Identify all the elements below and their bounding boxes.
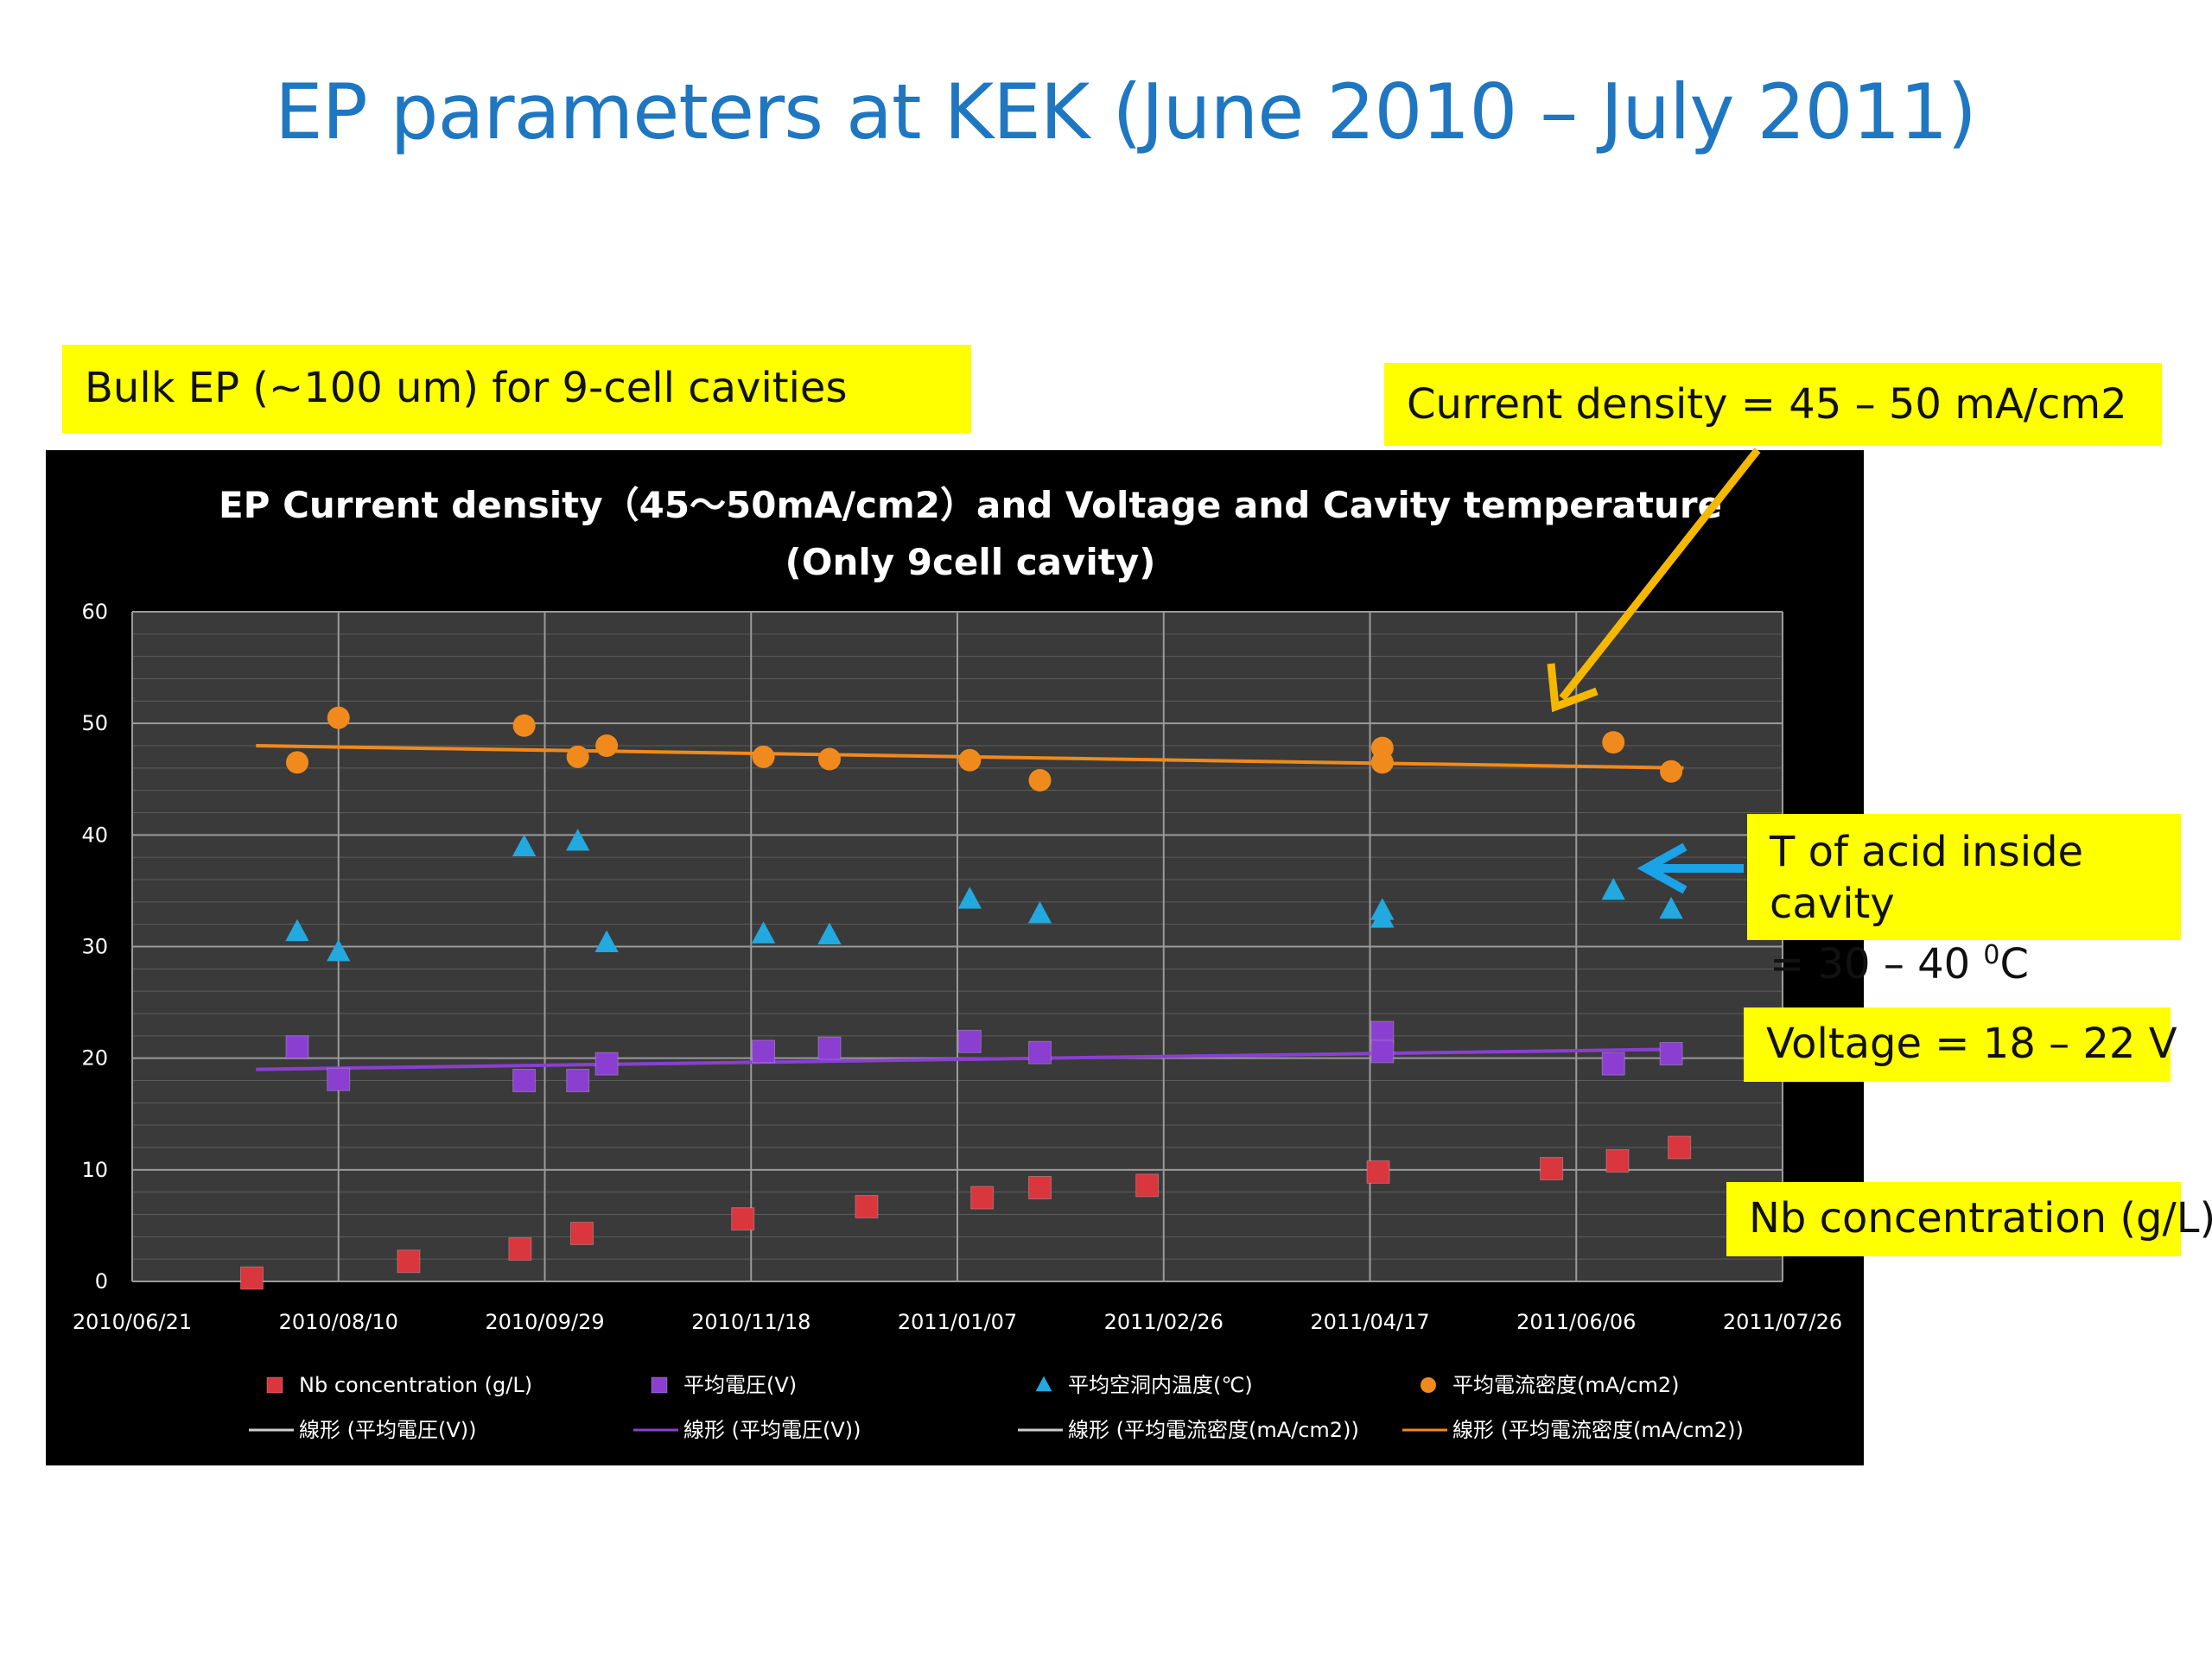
legend-marker — [1035, 1376, 1052, 1392]
current-density-point — [327, 706, 350, 729]
y-axis-tick-labels: 0 10 20 30 40 50 60 — [81, 600, 108, 1294]
y-tick-label: 20 — [81, 1046, 108, 1071]
current-density-point — [1660, 760, 1683, 783]
x-tick-label: 2010/06/21 — [73, 1310, 192, 1334]
current-density-point — [566, 745, 589, 768]
legend-entry-label: Nb concentration (g/L) — [299, 1373, 532, 1397]
voltage-point — [817, 1036, 842, 1060]
temperature-point — [285, 918, 309, 942]
current-density-point — [1370, 751, 1394, 774]
data-markers — [239, 706, 1692, 1290]
callout-temp-line2: = 30 – 40 0C — [1770, 930, 2158, 990]
callout-current-density: Current density = 45 – 50 mA/cm2 — [1384, 363, 2162, 446]
x-tick-label: 2011/01/07 — [898, 1310, 1017, 1334]
current-density-point — [752, 745, 775, 768]
legend-trendline-label: 線形 (平均電流密度(mA/cm2)) — [1068, 1418, 1359, 1442]
legend-marker — [651, 1376, 668, 1394]
y-tick-label: 60 — [81, 600, 108, 624]
callout-temp-range: = 30 – 40 — [1770, 940, 1984, 988]
voltage-point — [1370, 1039, 1395, 1064]
nb-concentration-point — [855, 1194, 879, 1218]
current-density-point — [1028, 769, 1052, 792]
y-tick-label: 50 — [81, 711, 108, 735]
voltage-point — [327, 1067, 351, 1091]
current-density-point — [958, 748, 982, 772]
y-tick-label: 30 — [81, 935, 108, 959]
voltage-point — [1028, 1040, 1052, 1065]
nb-concentration-point — [508, 1237, 532, 1262]
nb-concentration-point — [1605, 1149, 1630, 1173]
callout-temp-superscript: 0 — [1983, 940, 2000, 970]
slide-title: EP parameters at KEK (June 2010 – July 2… — [275, 67, 1977, 156]
nb-concentration-point — [239, 1266, 264, 1290]
legend-entry-label: 平均電圧(V) — [683, 1373, 797, 1397]
nb-concentration-point — [1135, 1173, 1160, 1198]
callout-nb-concentration: Nb concentration (g/L) — [1726, 1182, 2212, 1256]
legend-trendline-label: 線形 (平均電流密度(mA/cm2)) — [1452, 1418, 1744, 1442]
y-tick-label: 40 — [81, 823, 108, 847]
callout-voltage: Voltage = 18 – 22 V — [1744, 1007, 2177, 1082]
legend-entry-label: 平均空洞内温度(℃) — [1068, 1373, 1253, 1397]
chart-container: EP Current density（45～50mA/cm2）and Volta… — [46, 450, 1864, 1465]
callout-temp-line1: T of acid inside cavity — [1770, 828, 2084, 928]
nb-concentration-point — [970, 1185, 995, 1210]
chart-subtitle: (Only 9cell cavity) — [785, 541, 1156, 583]
temperature-point — [957, 887, 982, 909]
voltage-point — [1601, 1052, 1625, 1076]
temperature-point — [594, 930, 619, 953]
nb-concentration-point — [397, 1249, 421, 1274]
voltage-point — [594, 1052, 619, 1076]
temperature-point — [512, 834, 537, 856]
chart-title: EP Current density（45～50mA/cm2）and Volta… — [219, 484, 1722, 526]
temperature-point — [1659, 896, 1683, 919]
temperature-point — [1370, 906, 1395, 928]
temperature-point — [817, 922, 842, 944]
current-density-point — [817, 747, 841, 771]
nb-concentration-point — [1540, 1157, 1564, 1181]
nb-concentration-point — [731, 1207, 755, 1231]
current-density-point — [1602, 731, 1625, 754]
callout-acid-temperature: T of acid inside cavity = 30 – 40 0C — [1747, 814, 2181, 988]
legend-marker — [1421, 1377, 1436, 1393]
y-tick-label: 0 — [95, 1269, 108, 1294]
voltage-point — [1659, 1042, 1683, 1065]
current-density-point — [595, 734, 619, 757]
x-tick-label: 2011/02/26 — [1104, 1310, 1224, 1334]
temperature-point — [751, 921, 776, 944]
nb-concentration-point — [1366, 1160, 1390, 1184]
x-tick-label: 2011/07/26 — [1723, 1310, 1842, 1334]
nb-concentration-point — [1668, 1135, 1692, 1160]
temperature-point — [566, 829, 590, 851]
callout-temp-unit: C — [1999, 940, 2030, 988]
x-tick-label: 2010/11/18 — [691, 1310, 810, 1334]
legend-marker — [266, 1376, 283, 1394]
x-axis-tick-labels: 2010/06/21 2010/08/10 2010/09/29 2010/11/18… — [73, 1310, 1842, 1334]
temperature-point — [1027, 901, 1052, 924]
nb-concentration-point — [569, 1221, 594, 1245]
chart-svg: EP Current density（45～50mA/cm2）and Volta… — [73, 484, 1842, 1442]
x-tick-label: 2010/09/29 — [485, 1310, 604, 1334]
legend-trendline-label: 線形 (平均電圧(V)) — [683, 1418, 861, 1442]
trendline — [256, 1047, 1675, 1071]
x-tick-label: 2011/06/06 — [1516, 1310, 1636, 1334]
y-tick-label: 10 — [81, 1158, 108, 1182]
legend-trendline-label: 線形 (平均電圧(V)) — [299, 1418, 477, 1442]
voltage-point — [957, 1029, 982, 1053]
voltage-point — [285, 1035, 309, 1059]
callout-bulk-ep: Bulk EP (~100 um) for 9-cell cavities — [62, 345, 971, 433]
x-tick-label: 2011/04/17 — [1310, 1310, 1429, 1334]
legend-entry-label: 平均電流密度(mA/cm2) — [1452, 1373, 1679, 1397]
temperature-point — [327, 939, 351, 962]
legend: Nb concentration (g/L) 平均電圧(V) 平均空洞内温度(℃) 平… — [249, 1373, 1744, 1442]
voltage-point — [566, 1069, 590, 1092]
voltage-point — [512, 1069, 537, 1092]
voltage-point — [1370, 1020, 1395, 1045]
nb-concentration-point — [1028, 1176, 1052, 1199]
current-density-point — [286, 751, 308, 774]
x-tick-label: 2010/08/10 — [279, 1310, 398, 1334]
voltage-point — [752, 1039, 776, 1064]
current-density-point — [512, 714, 536, 737]
temperature-point — [1601, 877, 1625, 900]
